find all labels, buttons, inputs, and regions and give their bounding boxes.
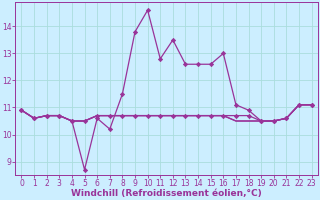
X-axis label: Windchill (Refroidissement éolien,°C): Windchill (Refroidissement éolien,°C) <box>71 189 262 198</box>
